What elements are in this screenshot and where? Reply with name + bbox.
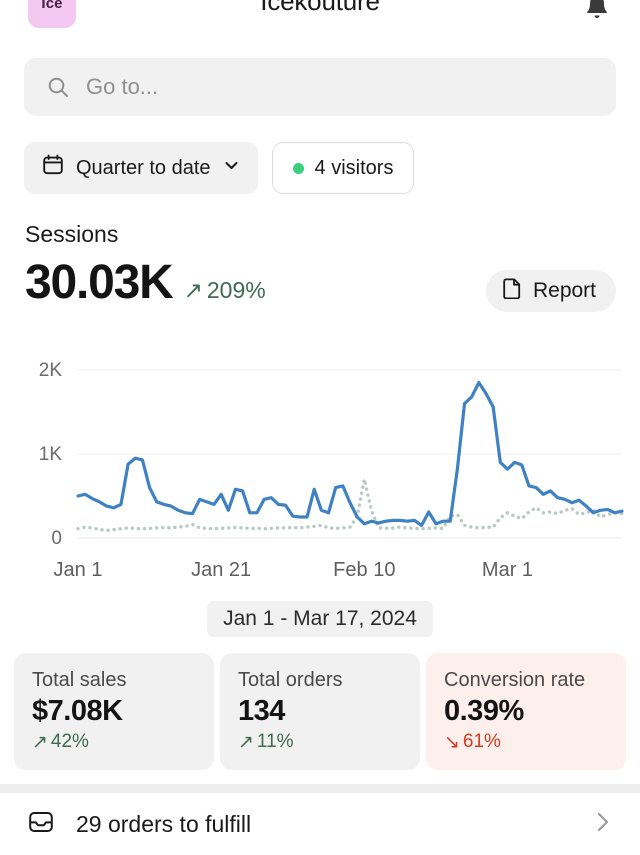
metric-card[interactable]: Conversion rate 0.39% ↘ 61% [426, 653, 626, 770]
live-status-dot [292, 162, 304, 174]
date-range-label: Quarter to date [76, 156, 211, 179]
orders-to-fulfill-row[interactable]: 29 orders to fulfill [0, 793, 640, 855]
chart-x-tick-label: Feb 10 [333, 559, 395, 581]
chart-x-tick-label: Jan 21 [191, 559, 251, 581]
metric-card-value: $7.08K [32, 695, 123, 727]
metric-card-title: Total sales [32, 669, 127, 691]
chart-y-tick-label: 1K [39, 444, 63, 465]
top-bar: Ice Icekouture [0, 0, 640, 40]
chevron-down-icon [223, 157, 240, 180]
section-divider [0, 784, 640, 793]
search-bar[interactable]: Go to... [24, 58, 616, 116]
report-button[interactable]: Report [485, 270, 616, 312]
trend-up-arrow-icon: ↗ [183, 277, 203, 303]
chart-series-line [76, 477, 624, 533]
trend-up-arrow-icon: ↗ [238, 731, 254, 753]
search-input-placeholder[interactable]: Go to... [86, 74, 159, 99]
sessions-chart[interactable]: 0 1K 2K Jan 1 Jan 21 Feb 10 Mar 1 [0, 348, 640, 593]
chart-x-axis-labels: Jan 1 Jan 21 Feb 10 Mar 1 [54, 559, 534, 581]
chart-y-axis-labels: 0 1K 2K [39, 360, 63, 549]
sessions-delta-value: 209% [206, 277, 266, 303]
store-avatar-badge[interactable]: Ice [28, 0, 76, 28]
metric-cards-row: Total sales $7.08K ↗ 42% Total orders 134 ↗ 11%… [14, 653, 626, 770]
metric-card-title: Conversion rate [444, 669, 586, 691]
page-title: Icekouture [260, 0, 380, 16]
metric-card-delta: ↗ 42% [32, 731, 196, 754]
sessions-line-chart-svg: 0 1K 2K Jan 1 Jan 21 Feb 10 Mar 1 [39, 360, 624, 581]
chart-y-tick-label: 0 [51, 528, 62, 549]
chart-y-tick-label: 2K [39, 360, 63, 381]
trend-down-arrow-icon: ↘ [444, 731, 460, 753]
sessions-metric-label: Sessions [25, 221, 119, 247]
chevron-right-icon[interactable] [594, 809, 612, 840]
notification-bell-icon[interactable] [582, 0, 612, 24]
chart-gridlines [78, 369, 622, 539]
metric-card-value: 134 [238, 695, 285, 727]
orders-to-fulfill-label: 29 orders to fulfill [76, 810, 252, 837]
inbox-icon [28, 809, 54, 840]
document-icon [502, 277, 523, 305]
calendar-icon [42, 154, 64, 182]
chart-date-range-pill: Jan 1 - Mar 17, 2024 [207, 601, 433, 637]
metric-card-delta-value: 61% [462, 731, 501, 753]
sessions-metric-value: 30.03K [25, 256, 174, 309]
search-icon [46, 75, 70, 99]
metric-card-delta-value: 11% [256, 731, 294, 753]
metric-card-value: 0.39% [444, 695, 524, 727]
metric-card-delta-value: 42% [50, 731, 89, 753]
live-visitors-label: 4 visitors [314, 156, 394, 179]
chart-series-line [76, 381, 624, 527]
sessions-delta: ↗ 209% [184, 277, 266, 304]
chart-x-tick-label: Mar 1 [482, 559, 533, 581]
store-badge-label: Ice [41, 0, 63, 12]
metric-card-delta: ↗ 11% [238, 731, 402, 754]
chart-x-tick-label: Jan 1 [54, 559, 103, 581]
sessions-metric-row: 30.03K ↗ 209% [25, 259, 266, 307]
trend-up-arrow-icon: ↗ [32, 731, 48, 753]
date-range-selector[interactable]: Quarter to date [24, 142, 258, 194]
report-button-label: Report [532, 279, 596, 302]
metric-card[interactable]: Total sales $7.08K ↗ 42% [14, 653, 214, 770]
live-visitors-chip[interactable]: 4 visitors [271, 142, 415, 194]
metric-card-title: Total orders [238, 669, 343, 691]
filter-row: Quarter to date 4 visitors [24, 142, 415, 194]
metric-card-delta: ↘ 61% [444, 731, 608, 754]
chart-series-group [76, 381, 624, 533]
metric-card[interactable]: Total orders 134 ↗ 11% [220, 653, 420, 770]
